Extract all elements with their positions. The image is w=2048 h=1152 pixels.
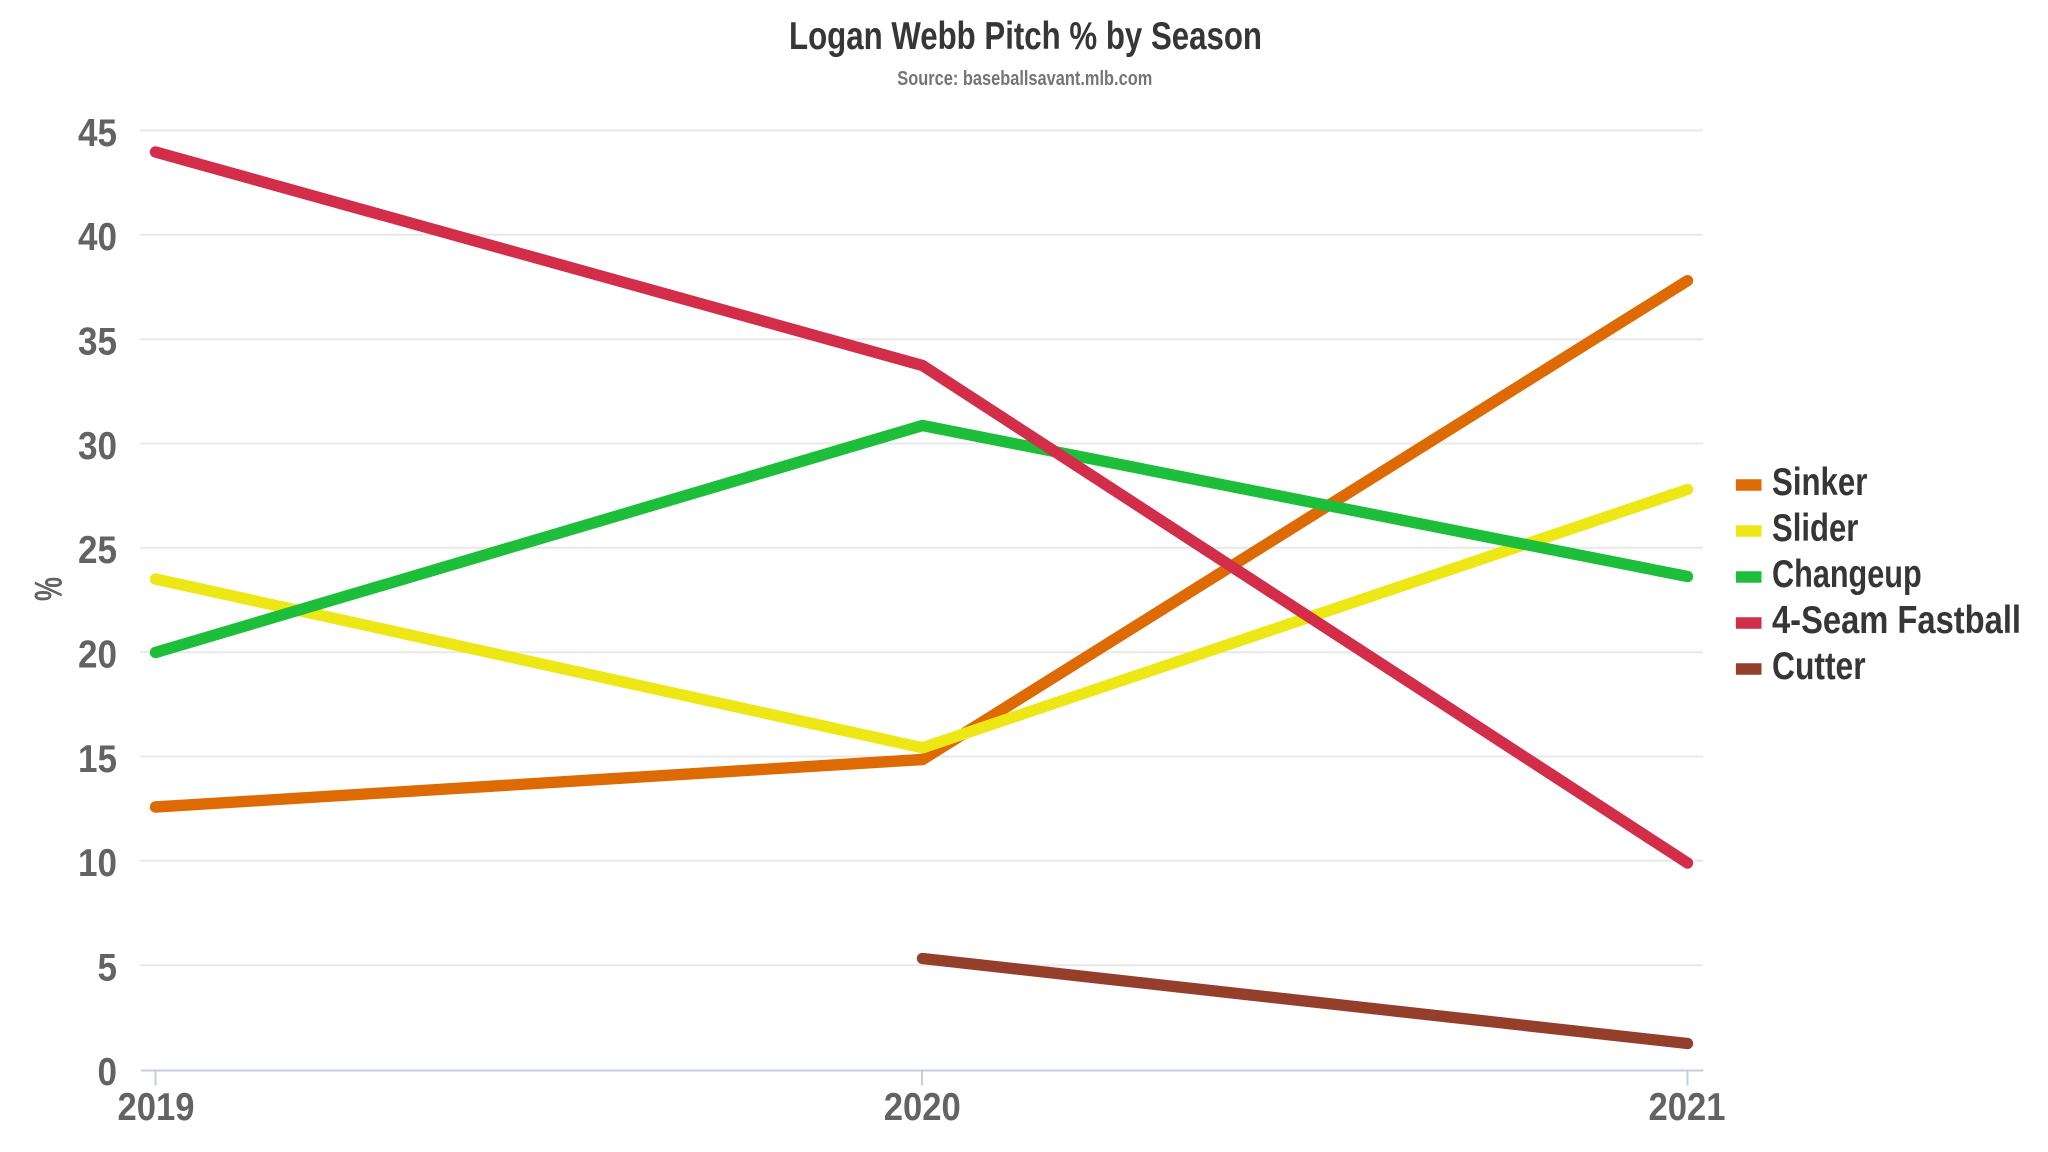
svg-text:25: 25	[78, 529, 117, 572]
svg-text:2021: 2021	[1649, 1086, 1726, 1129]
svg-text:Changeup: Changeup	[1772, 553, 1922, 596]
svg-text:4-Seam Fastball: 4-Seam Fastball	[1772, 599, 2021, 642]
svg-text:Cutter: Cutter	[1772, 645, 1866, 688]
svg-text:%: %	[28, 577, 71, 601]
svg-text:Slider: Slider	[1772, 507, 1858, 550]
svg-text:35: 35	[78, 321, 117, 364]
svg-text:20: 20	[78, 634, 117, 677]
svg-text:2020: 2020	[884, 1086, 961, 1129]
svg-text:2019: 2019	[118, 1086, 195, 1129]
svg-text:Source: baseballsavant.mlb.com: Source: baseballsavant.mlb.com	[897, 68, 1152, 90]
svg-text:30: 30	[78, 425, 117, 468]
svg-text:45: 45	[78, 112, 117, 155]
svg-text:0: 0	[98, 1051, 118, 1094]
svg-text:Sinker: Sinker	[1772, 461, 1867, 504]
svg-text:40: 40	[78, 216, 117, 259]
svg-text:10: 10	[78, 842, 117, 885]
svg-text:Logan Webb Pitch % by Season: Logan Webb Pitch % by Season	[789, 15, 1262, 58]
svg-text:15: 15	[78, 738, 117, 781]
svg-text:5: 5	[98, 947, 118, 990]
